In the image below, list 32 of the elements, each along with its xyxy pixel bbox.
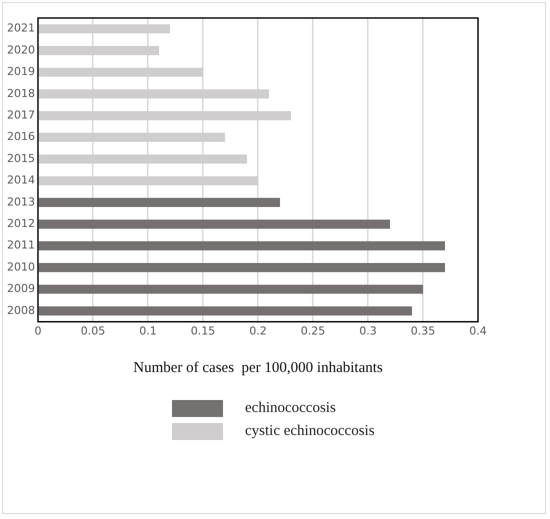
bar [38, 220, 390, 229]
bar [38, 241, 445, 250]
x-tick-label: 0.4 [469, 324, 487, 338]
legend-label: echinococcosis [245, 400, 336, 417]
y-tick-label: 2008 [6, 304, 35, 317]
x-tick-label: 0.1 [139, 324, 157, 338]
y-tick-label: 2017 [6, 108, 35, 122]
y-tick-label: 2018 [6, 86, 35, 100]
y-tick-label: 2015 [6, 152, 35, 165]
y-tick-label: 2011 [6, 238, 35, 252]
x-tick-label: 0.15 [190, 324, 216, 338]
bar [38, 198, 280, 208]
bar [38, 284, 423, 294]
x-tick-label: 0.05 [80, 324, 106, 338]
bar [38, 306, 412, 316]
y-tick-label: 2020 [6, 43, 35, 56]
bar [38, 262, 445, 272]
y-tick-label: 2012 [6, 217, 35, 230]
y-tick-label: 2014 [6, 174, 35, 187]
y-tick-label: 2013 [6, 195, 35, 208]
x-tick-label: 0.2 [249, 324, 267, 338]
x-tick-label: 0.25 [300, 324, 326, 338]
x-axis-title: Number of cases per 100,000 inhabitants [133, 360, 383, 376]
y-tick-label: 2010 [6, 260, 35, 274]
legend-label: cystic echinococcosis [245, 423, 375, 440]
y-tick-label: 2021 [6, 22, 35, 35]
y-tick-label: 2019 [6, 65, 35, 78]
x-tick-label: 0 [34, 324, 42, 338]
y-tick-label: 2009 [6, 282, 35, 296]
x-tick-label: 0.35 [410, 324, 436, 338]
y-tick-label: 2016 [6, 130, 35, 144]
x-tick-label: 0.3 [359, 324, 377, 338]
